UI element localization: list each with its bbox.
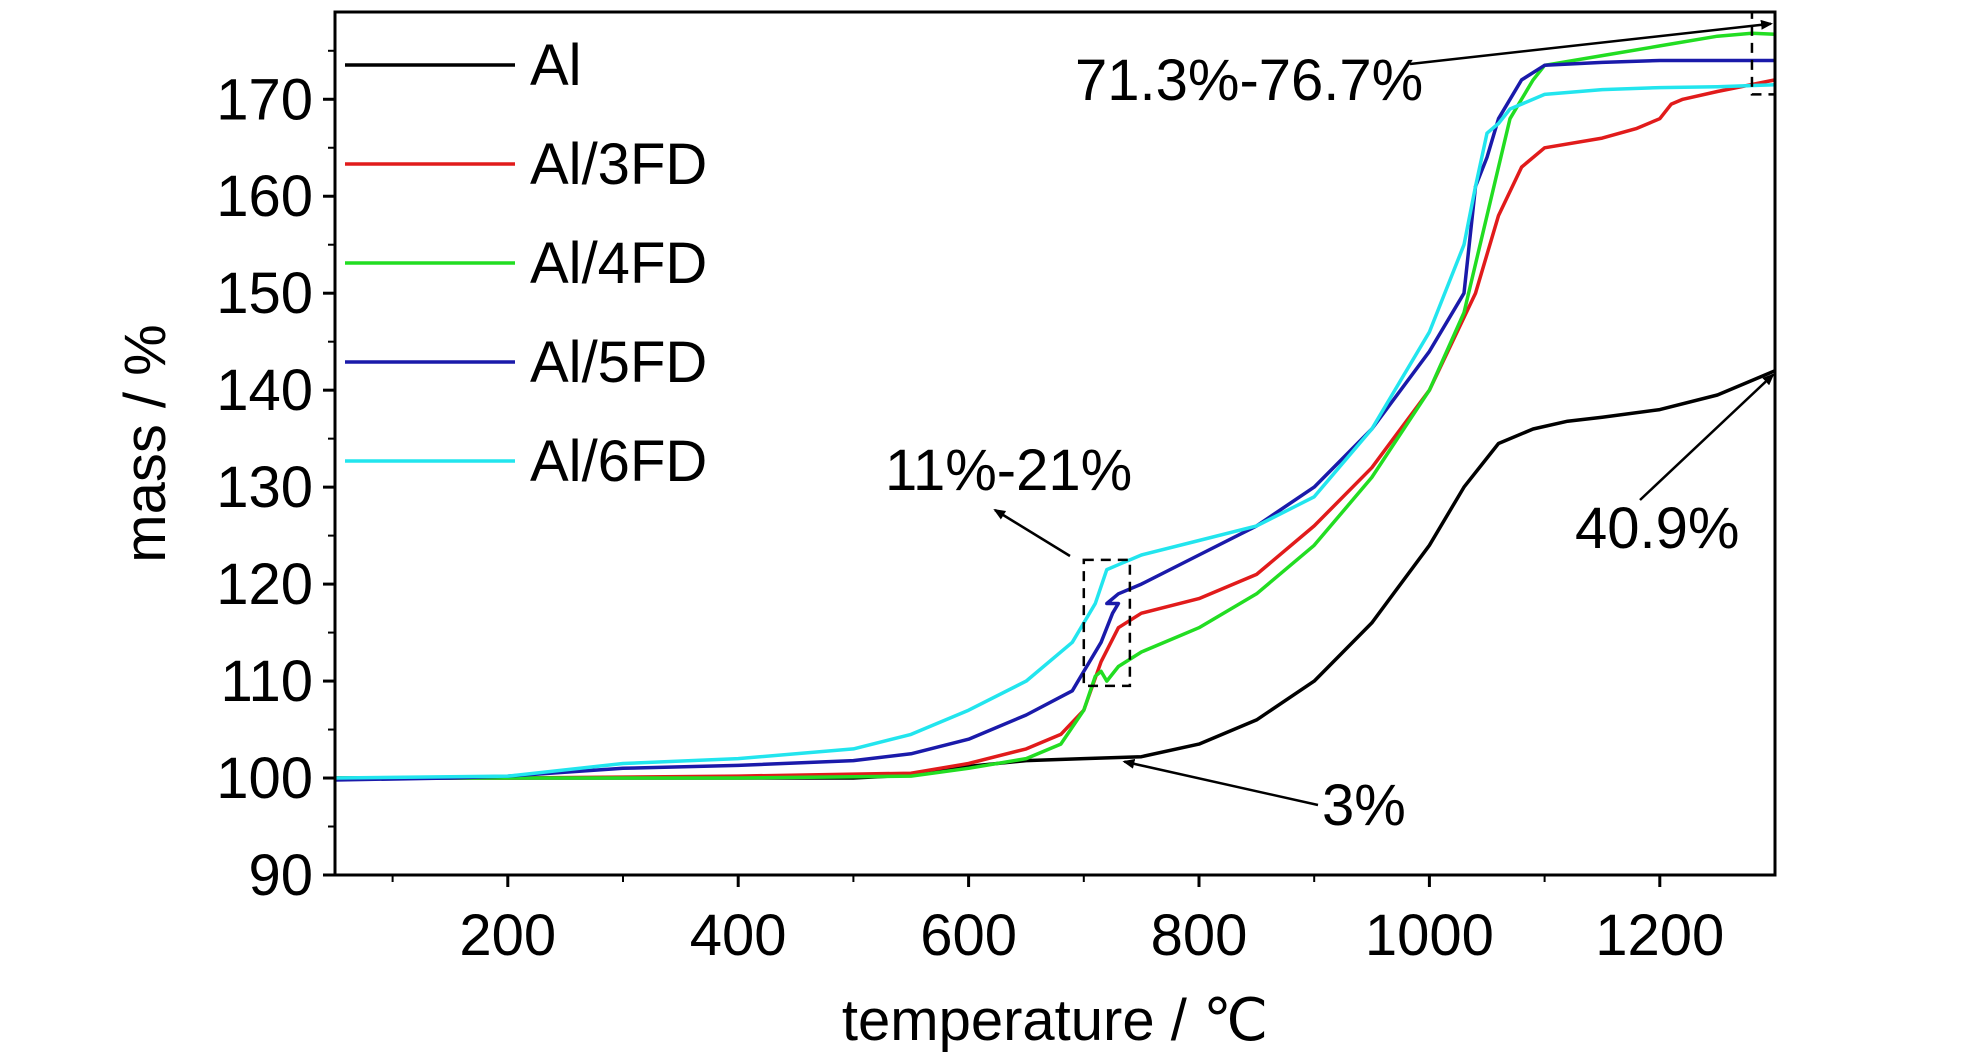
y-tick-label: 110 xyxy=(221,649,313,714)
legend-label: Al/4FD xyxy=(530,231,707,296)
series-line-al-3fd xyxy=(335,78,1776,780)
annotation-arrow xyxy=(1409,19,1773,66)
x-tick-label: 1000 xyxy=(1365,903,1494,968)
annotation-label: 3% xyxy=(1322,773,1406,838)
highlight-box xyxy=(1082,558,1132,688)
x-tick-label: 400 xyxy=(690,903,787,968)
y-tick-label: 170 xyxy=(216,67,313,132)
y-tick-label: 120 xyxy=(216,552,313,617)
annotation-label: 11%-21% xyxy=(885,438,1132,503)
legend-text-bg xyxy=(510,213,700,285)
legend-label: Al/3FD xyxy=(530,132,707,197)
x-tick-label: 1200 xyxy=(1595,903,1724,968)
plot-frame xyxy=(333,10,1777,877)
annotation-label: 71.3%-76.7% xyxy=(1075,48,1423,113)
legend-text-bg xyxy=(510,312,700,384)
y-tick-label: 140 xyxy=(216,358,313,423)
legend-text-bg xyxy=(510,15,700,87)
x-axis-label: temperature / ℃ xyxy=(842,988,1268,1053)
y-tick-label: 90 xyxy=(248,843,313,908)
x-tick-label: 800 xyxy=(1151,903,1248,968)
legend-label: Al/6FD xyxy=(530,429,707,494)
series-line-al-4fd xyxy=(335,31,1776,780)
legend: Al Al/3FD Al/4FD Al/5FD Al/6FD xyxy=(345,15,707,494)
annotation-arrow xyxy=(1639,373,1775,501)
legend-text-bg xyxy=(510,411,700,483)
x-tick-label: 600 xyxy=(920,903,1017,968)
legend-label: Al xyxy=(530,33,582,98)
legend-label: Al/5FD xyxy=(530,330,707,395)
series-line-al-5fd xyxy=(334,58,1775,782)
series-layer xyxy=(334,31,1776,782)
series-line-al-6fd xyxy=(334,82,1776,780)
annotation-arrow xyxy=(1122,758,1319,807)
y-axis-label: mass / % xyxy=(113,324,178,563)
y-tick-label: 160 xyxy=(216,164,313,229)
annotation-label: 40.9% xyxy=(1575,496,1739,561)
annotation-layer: 71.3%-76.7% 11%-21% 3% 40.9% xyxy=(885,10,1777,838)
legend-text-bg xyxy=(510,114,700,186)
x-tick-label: 200 xyxy=(459,903,556,968)
x-axis-ticks: 200 400 600 800 1000 1200 xyxy=(391,875,1724,968)
y-tick-label: 130 xyxy=(216,455,313,520)
annotation-arrow xyxy=(993,508,1071,558)
y-axis-ticks: 90 100 110 120 130 140 150 160 170 xyxy=(216,49,335,908)
y-tick-label: 150 xyxy=(216,261,313,326)
y-tick-label: 100 xyxy=(216,746,313,811)
